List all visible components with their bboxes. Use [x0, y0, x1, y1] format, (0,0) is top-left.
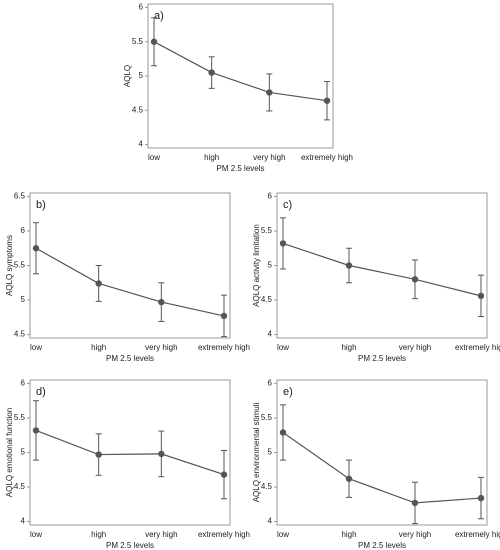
y-tick-label: 4	[21, 517, 26, 526]
marker	[279, 240, 287, 247]
x-tick-label: very high	[253, 153, 285, 162]
x-tick-label: low	[30, 530, 42, 539]
x-axis-label: PM 2.5 levels	[216, 164, 264, 173]
y-tick-label: 5	[139, 71, 144, 80]
marker	[411, 276, 419, 283]
y-tick-label: 6.5	[14, 192, 26, 201]
marker	[220, 312, 228, 320]
x-tick-label: high	[91, 530, 106, 539]
y-tick-label: 4.5	[261, 295, 273, 304]
x-axis-label: PM 2.5 levels	[358, 541, 406, 550]
x-tick-label: extremely high	[301, 153, 353, 162]
x-axis-label: PM 2.5 levels	[358, 354, 406, 363]
y-tick-label: 5.5	[132, 37, 144, 46]
y-tick-label: 5.5	[14, 261, 26, 270]
marker	[32, 427, 40, 434]
series-line	[282, 431, 482, 504]
marker	[208, 69, 215, 76]
marker	[411, 499, 419, 507]
y-tick-label: 5.5	[261, 413, 273, 422]
x-tick-label: very high	[399, 530, 431, 539]
y-tick-label: 5.5	[261, 226, 273, 235]
y-axis-label: AQLQ environmental stimuli	[252, 402, 261, 502]
x-tick-label: extremely high	[198, 530, 250, 539]
x-tick-label: very high	[399, 343, 431, 352]
marker	[477, 494, 485, 502]
x-tick-label: low	[277, 530, 289, 539]
series-line	[282, 242, 482, 297]
marker	[279, 429, 287, 436]
y-axis-label: AQLQ	[123, 65, 132, 87]
marker	[158, 450, 165, 458]
panel-label: d)	[36, 386, 46, 398]
panel-label: e)	[283, 386, 293, 398]
x-tick-label: high	[204, 153, 219, 162]
plot-frame	[276, 192, 488, 339]
series-line	[35, 429, 225, 476]
y-tick-label: 6	[139, 3, 144, 12]
y-tick-label: 4.5	[14, 482, 26, 491]
series-line	[35, 247, 225, 317]
plot-frame	[147, 3, 334, 149]
marker	[158, 298, 165, 306]
plot-frame	[276, 379, 488, 526]
marker	[345, 262, 353, 269]
series-line	[153, 41, 328, 102]
plot-frame	[29, 192, 231, 339]
marker	[95, 451, 102, 458]
y-tick-label: 4.5	[261, 482, 273, 491]
x-tick-label: high	[91, 343, 106, 352]
y-tick-label: 6	[21, 379, 26, 388]
y-tick-label: 5.5	[14, 413, 26, 422]
y-tick-label: 5	[21, 295, 26, 304]
x-tick-label: extremely high	[455, 530, 500, 539]
plot-frame	[29, 379, 231, 526]
marker	[220, 471, 228, 478]
panel-label: c)	[283, 199, 292, 211]
y-tick-label: 5	[268, 261, 273, 270]
panel-label: b)	[36, 199, 46, 211]
marker	[323, 97, 331, 104]
y-axis-label: AQLQ activity limitation	[252, 224, 261, 307]
x-tick-label: extremely high	[198, 343, 250, 352]
y-tick-label: 4	[268, 517, 273, 526]
y-tick-label: 5	[21, 448, 26, 457]
x-tick-label: high	[341, 343, 356, 352]
marker	[266, 89, 273, 96]
y-tick-label: 6	[21, 226, 26, 235]
y-tick-label: 4	[139, 140, 144, 149]
marker	[477, 292, 485, 300]
y-tick-label: 6	[268, 379, 273, 388]
y-tick-label: 5	[268, 448, 273, 457]
y-axis-label: AQLQ emotional function	[5, 408, 14, 497]
y-tick-label: 4.5	[132, 105, 144, 114]
x-tick-label: low	[30, 343, 42, 352]
x-tick-label: high	[341, 530, 356, 539]
marker	[345, 475, 353, 482]
x-tick-label: low	[277, 343, 289, 352]
marker	[95, 280, 102, 287]
marker	[150, 38, 158, 45]
y-tick-label: 4	[268, 330, 273, 339]
y-axis-label: AQLQ symptoms	[5, 235, 14, 296]
x-tick-label: extremely high	[455, 343, 500, 352]
x-axis-label: PM 2.5 levels	[106, 541, 154, 550]
x-tick-label: very high	[145, 343, 177, 352]
marker	[32, 245, 40, 252]
x-tick-label: very high	[145, 530, 177, 539]
y-tick-label: 4.5	[14, 330, 26, 339]
panel-label: a)	[154, 10, 164, 22]
x-axis-label: PM 2.5 levels	[106, 354, 154, 363]
y-tick-label: 6	[268, 192, 273, 201]
x-tick-label: low	[148, 153, 160, 162]
